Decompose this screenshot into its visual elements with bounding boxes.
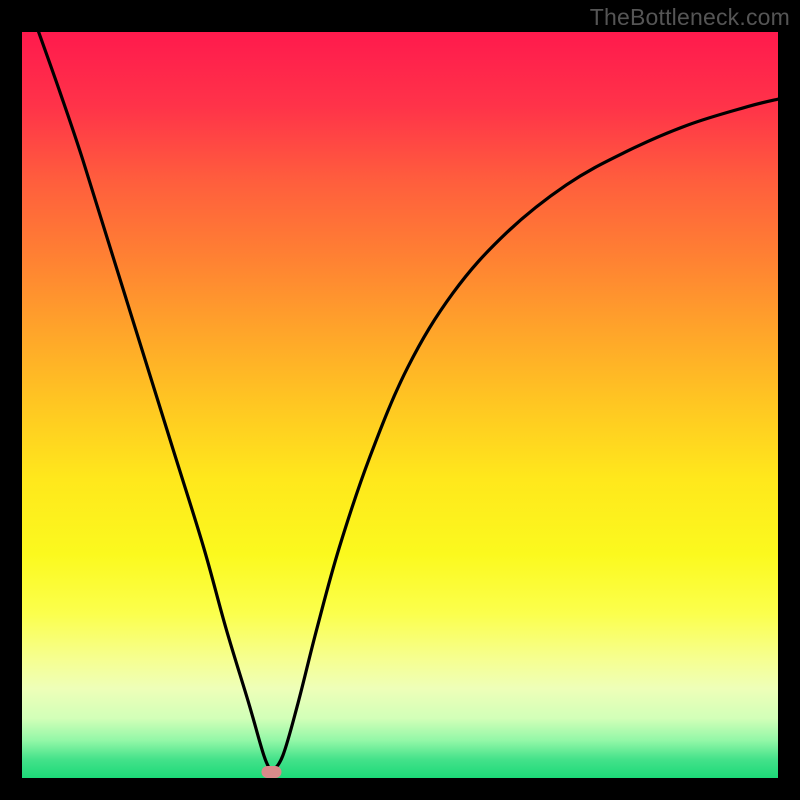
watermark-text: TheBottleneck.com — [590, 4, 790, 31]
chart-svg — [0, 0, 800, 800]
bottleneck-chart: TheBottleneck.com — [0, 0, 800, 800]
minimum-marker — [261, 766, 281, 778]
plot-background — [22, 32, 778, 778]
